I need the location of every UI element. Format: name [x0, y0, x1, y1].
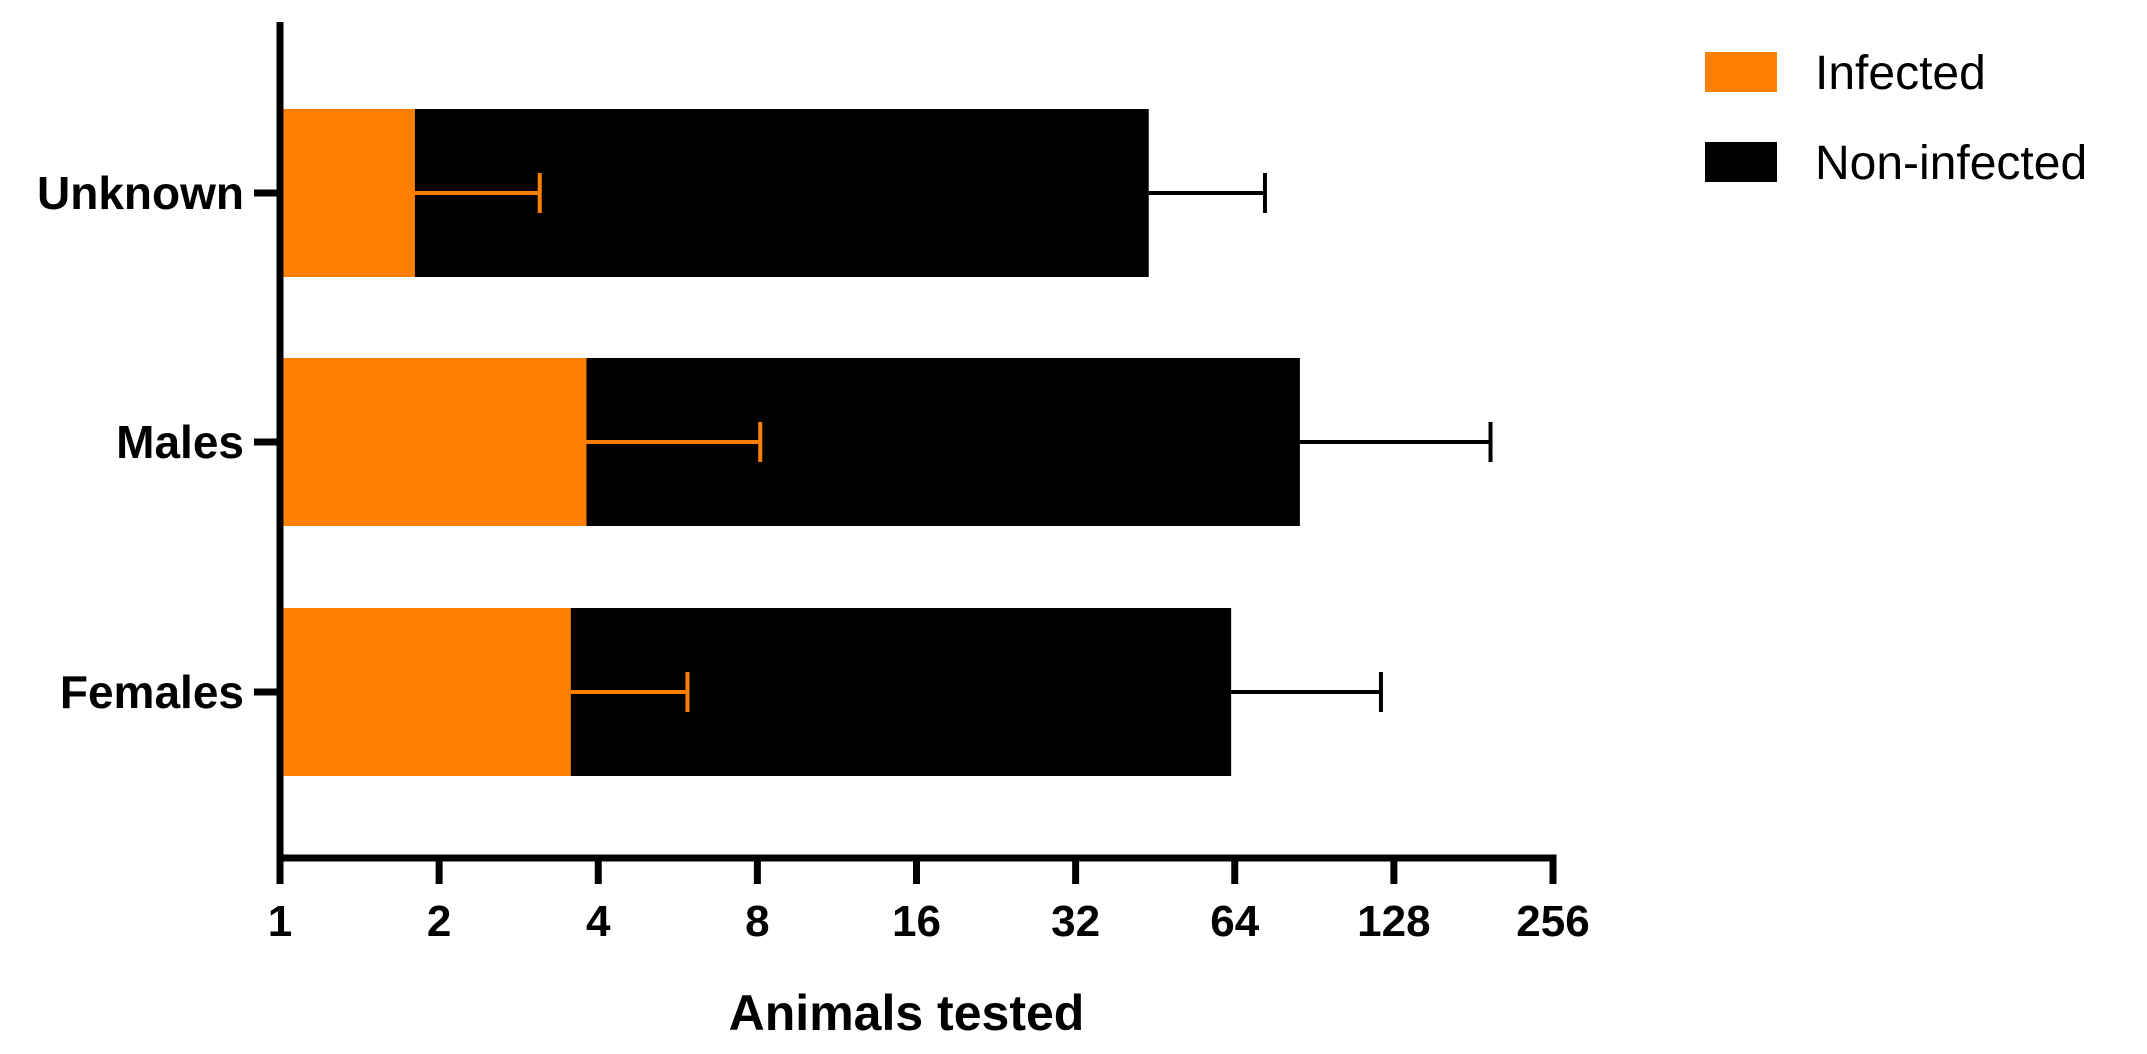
- infected-bar-females: [280, 608, 571, 776]
- x-tick-label-128: 128: [1357, 897, 1430, 946]
- infected-bar-males: [280, 358, 587, 526]
- y-tick-label-females: Females: [60, 666, 244, 718]
- error-bars-layer: [414, 173, 1493, 712]
- bars-layer: [280, 109, 1300, 776]
- infected-bar-unknown: [280, 109, 415, 277]
- x-tick-label-256: 256: [1516, 897, 1589, 946]
- legend-swatch-non-infected: [1705, 142, 1777, 182]
- x-axis-title: Animals tested: [729, 985, 1085, 1041]
- x-tick-label-4: 4: [586, 897, 611, 946]
- x-tick-label-2: 2: [427, 897, 451, 946]
- legend-swatch-infected: [1705, 52, 1777, 92]
- y-tick-label-unknown: Unknown: [37, 167, 244, 219]
- legend-label-infected: Infected: [1815, 47, 1986, 100]
- legend: Infected Non-infected: [1705, 47, 2087, 190]
- x-tick-label-16: 16: [892, 897, 941, 946]
- legend-label-non-infected: Non-infected: [1815, 137, 2087, 190]
- x-tick-label-32: 32: [1051, 897, 1100, 946]
- y-tick-label-males: Males: [116, 416, 244, 468]
- x-tick-label-64: 64: [1210, 897, 1259, 946]
- x-tick-label-1: 1: [268, 897, 292, 946]
- ticks-layer: Unknown Males Females 1 2 4 8 16 32 64 128 256: [37, 167, 1590, 946]
- x-tick-label-8: 8: [745, 897, 769, 946]
